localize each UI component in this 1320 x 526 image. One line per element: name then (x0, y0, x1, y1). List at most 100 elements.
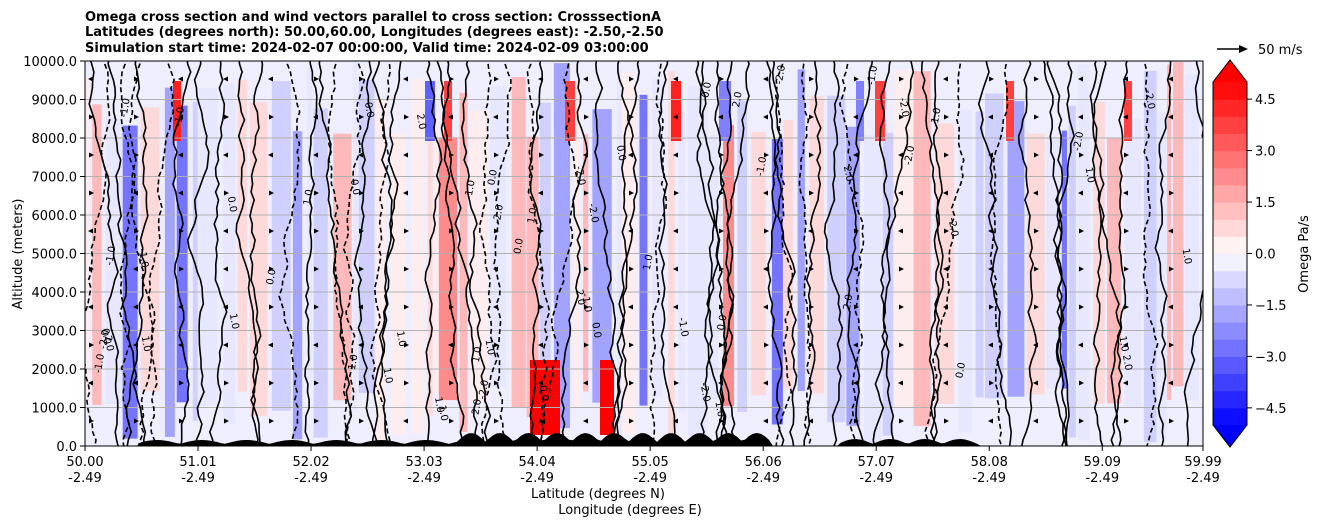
omega-band (592, 109, 612, 403)
wind-vector (133, 380, 138, 386)
omega-core (173, 81, 181, 141)
contour-label: 1.0 (526, 207, 540, 225)
wind-vector (1123, 190, 1128, 196)
x-tick-label-lon: -2.49 (746, 471, 780, 486)
wind-vector (943, 266, 948, 272)
wind-vector (809, 266, 814, 272)
y-tick-label: 0.0 (56, 440, 77, 455)
wind-vector (89, 114, 94, 120)
wind-vector (898, 152, 903, 158)
wind-vector (178, 190, 183, 196)
contour-label: 0.0 (954, 362, 968, 380)
wind-vector (133, 342, 138, 348)
wind-vector (899, 114, 904, 120)
wind-vector (494, 228, 499, 234)
wind-vector (1034, 76, 1039, 82)
wind-vector (1123, 342, 1128, 348)
omega-band (271, 81, 291, 411)
y-tick-label: 1000.0 (32, 402, 78, 417)
colorbar-tick-label: −4.5 (1255, 402, 1287, 417)
omega-band (863, 134, 882, 446)
x-tick-label-lon: -2.49 (1186, 471, 1220, 486)
colorbar-segment (1213, 390, 1247, 409)
omega-band (723, 125, 734, 407)
wind-vector (584, 342, 589, 348)
wind-vector (1168, 152, 1173, 158)
wind-vector (1123, 114, 1128, 120)
wind-vector (404, 342, 409, 348)
wind-vector (988, 342, 993, 348)
wind-vector (88, 380, 93, 386)
x-tick-label-lat: 56.06 (745, 455, 782, 470)
wind-vector (988, 190, 993, 196)
colorbar-segment (1213, 356, 1247, 375)
wind-vector (583, 152, 588, 158)
omega-band (1026, 133, 1045, 395)
wind-vector (719, 304, 724, 310)
colorbar-segment (1213, 219, 1247, 237)
x-tick-label-lat: 57.07 (858, 455, 895, 470)
omega-band (438, 137, 457, 401)
wind-vector (179, 228, 184, 234)
colorbar-segment (1213, 407, 1247, 426)
colorbar-tick-label: −1.5 (1255, 299, 1287, 314)
colorbar-segment (1213, 253, 1247, 272)
y-tick-label: 5000.0 (32, 248, 78, 263)
colorbar-segment (1213, 304, 1247, 323)
omega-band (678, 112, 685, 413)
wind-vector (223, 228, 228, 234)
omega-band (1007, 101, 1025, 397)
wind-vector (763, 304, 768, 310)
omega-band (539, 102, 551, 413)
x-tick-label-lat: 59.99 (1184, 455, 1221, 470)
contour-label: 0.0 (589, 322, 603, 340)
wind-vector (1079, 380, 1084, 386)
contour-label: 1.0 (930, 107, 944, 125)
wind-vector (719, 342, 724, 348)
contour-label: -1.0 (93, 353, 107, 374)
colorbar-segment (1213, 150, 1247, 169)
x-axis-label-longitude: Longitude (degrees E) (558, 503, 702, 518)
wind-vector (583, 76, 588, 82)
wind-vector (134, 228, 139, 234)
omega-core (856, 81, 864, 141)
colorbar-outline (1212, 59, 1248, 448)
wind-vector (674, 190, 679, 196)
contour-label: -2.0 (1072, 131, 1086, 152)
contour-line (1052, 61, 1075, 446)
x-tick-label-lon: -2.49 (68, 471, 102, 486)
wind-vector (223, 266, 228, 272)
wind-vector (989, 76, 994, 82)
wind-vector (809, 380, 814, 386)
wind-vector (224, 380, 229, 386)
wind-vector (314, 304, 319, 310)
wind-vector (1034, 152, 1039, 158)
wind-vector (403, 152, 408, 158)
wind-vector (268, 152, 273, 158)
wind-vector (854, 190, 859, 196)
contour-label: 0.0 (486, 169, 500, 187)
wind-vector (853, 342, 858, 348)
contour-label: 0.0 (512, 237, 526, 255)
wind-vector (539, 304, 544, 310)
wind-vector (134, 114, 139, 120)
wind-vector (898, 228, 903, 234)
omega-band (391, 133, 406, 435)
wind-vector (1079, 152, 1084, 158)
colorbar-tick-label: −3.0 (1255, 350, 1287, 365)
contour-line (1154, 61, 1172, 446)
omega-band (353, 61, 358, 409)
omega-band (668, 70, 675, 434)
omega-band (1157, 112, 1167, 439)
wind-vector (359, 228, 364, 234)
omega-band (846, 126, 860, 426)
wind-vector (764, 152, 769, 158)
wind-vector (898, 380, 903, 386)
wind-vector (1124, 266, 1129, 272)
omega-band (771, 139, 783, 425)
wind-vector (1169, 266, 1174, 272)
contour-line (460, 61, 492, 446)
wind-vector (719, 76, 724, 82)
quiver-key-label: 50 m/s (1258, 43, 1303, 58)
contour-line (700, 61, 725, 446)
